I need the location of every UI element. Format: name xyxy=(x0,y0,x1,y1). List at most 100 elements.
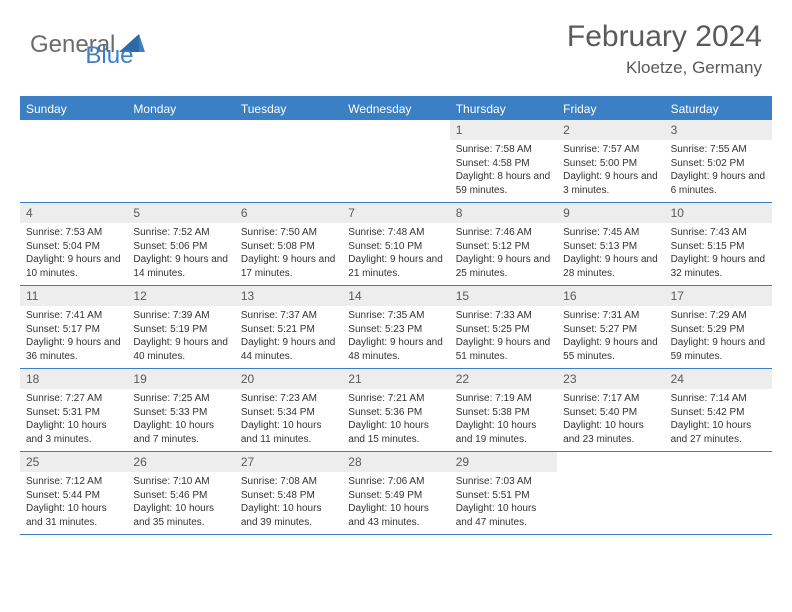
day-content: Sunrise: 7:53 AMSunset: 5:04 PMDaylight:… xyxy=(20,223,127,284)
day-number: 7 xyxy=(342,203,449,223)
empty-day xyxy=(20,120,127,140)
daylight-line: Daylight: 10 hours and 11 minutes. xyxy=(241,419,336,446)
day-number: 13 xyxy=(235,286,342,306)
sunset-line: Sunset: 5:49 PM xyxy=(348,489,443,503)
weekday-header: Monday xyxy=(127,98,234,120)
day-content: Sunrise: 7:31 AMSunset: 5:27 PMDaylight:… xyxy=(557,306,664,367)
day-cell: 9Sunrise: 7:45 AMSunset: 5:13 PMDaylight… xyxy=(557,203,664,285)
daylight-line: Daylight: 9 hours and 44 minutes. xyxy=(241,336,336,363)
day-cell xyxy=(235,120,342,202)
daylight-line: Daylight: 10 hours and 27 minutes. xyxy=(671,419,766,446)
day-number: 28 xyxy=(342,452,449,472)
sunrise-line: Sunrise: 7:14 AM xyxy=(671,392,766,406)
sunset-line: Sunset: 5:34 PM xyxy=(241,406,336,420)
empty-day xyxy=(342,120,449,140)
weekday-header: Tuesday xyxy=(235,98,342,120)
sunrise-line: Sunrise: 7:45 AM xyxy=(563,226,658,240)
day-number: 11 xyxy=(20,286,127,306)
sunrise-line: Sunrise: 7:29 AM xyxy=(671,309,766,323)
sunset-line: Sunset: 5:51 PM xyxy=(456,489,551,503)
day-number: 22 xyxy=(450,369,557,389)
day-content: Sunrise: 7:58 AMSunset: 4:58 PMDaylight:… xyxy=(450,140,557,201)
calendar: SundayMondayTuesdayWednesdayThursdayFrid… xyxy=(20,96,772,535)
week-row: 25Sunrise: 7:12 AMSunset: 5:44 PMDayligh… xyxy=(20,452,772,535)
sunset-line: Sunset: 5:10 PM xyxy=(348,240,443,254)
title-block: February 2024 Kloetze, Germany xyxy=(567,20,762,78)
day-number: 24 xyxy=(665,369,772,389)
daylight-line: Daylight: 9 hours and 28 minutes. xyxy=(563,253,658,280)
sunset-line: Sunset: 5:15 PM xyxy=(671,240,766,254)
sunrise-line: Sunrise: 7:21 AM xyxy=(348,392,443,406)
day-cell xyxy=(665,452,772,534)
day-content: Sunrise: 7:33 AMSunset: 5:25 PMDaylight:… xyxy=(450,306,557,367)
daylight-line: Daylight: 9 hours and 48 minutes. xyxy=(348,336,443,363)
day-content: Sunrise: 7:14 AMSunset: 5:42 PMDaylight:… xyxy=(665,389,772,450)
sunrise-line: Sunrise: 7:39 AM xyxy=(133,309,228,323)
day-number: 4 xyxy=(20,203,127,223)
day-number: 19 xyxy=(127,369,234,389)
day-content: Sunrise: 7:45 AMSunset: 5:13 PMDaylight:… xyxy=(557,223,664,284)
sunset-line: Sunset: 5:38 PM xyxy=(456,406,551,420)
day-content: Sunrise: 7:10 AMSunset: 5:46 PMDaylight:… xyxy=(127,472,234,533)
daylight-line: Daylight: 10 hours and 3 minutes. xyxy=(26,419,121,446)
daylight-line: Daylight: 9 hours and 36 minutes. xyxy=(26,336,121,363)
day-content: Sunrise: 7:23 AMSunset: 5:34 PMDaylight:… xyxy=(235,389,342,450)
day-content: Sunrise: 7:48 AMSunset: 5:10 PMDaylight:… xyxy=(342,223,449,284)
sunrise-line: Sunrise: 7:03 AM xyxy=(456,475,551,489)
day-number: 3 xyxy=(665,120,772,140)
sunset-line: Sunset: 5:02 PM xyxy=(671,157,766,171)
day-cell: 6Sunrise: 7:50 AMSunset: 5:08 PMDaylight… xyxy=(235,203,342,285)
daylight-line: Daylight: 10 hours and 31 minutes. xyxy=(26,502,121,529)
weekday-header: Saturday xyxy=(665,98,772,120)
day-content: Sunrise: 7:50 AMSunset: 5:08 PMDaylight:… xyxy=(235,223,342,284)
day-number: 5 xyxy=(127,203,234,223)
day-cell: 23Sunrise: 7:17 AMSunset: 5:40 PMDayligh… xyxy=(557,369,664,451)
sunset-line: Sunset: 5:13 PM xyxy=(563,240,658,254)
day-content: Sunrise: 7:03 AMSunset: 5:51 PMDaylight:… xyxy=(450,472,557,533)
week-row: 4Sunrise: 7:53 AMSunset: 5:04 PMDaylight… xyxy=(20,203,772,286)
day-cell: 16Sunrise: 7:31 AMSunset: 5:27 PMDayligh… xyxy=(557,286,664,368)
header: General Blue February 2024 Kloetze, Germ… xyxy=(0,0,792,88)
sunrise-line: Sunrise: 7:06 AM xyxy=(348,475,443,489)
daylight-line: Daylight: 9 hours and 17 minutes. xyxy=(241,253,336,280)
sunrise-line: Sunrise: 7:52 AM xyxy=(133,226,228,240)
day-cell: 22Sunrise: 7:19 AMSunset: 5:38 PMDayligh… xyxy=(450,369,557,451)
sunset-line: Sunset: 5:48 PM xyxy=(241,489,336,503)
sunrise-line: Sunrise: 7:53 AM xyxy=(26,226,121,240)
day-number: 21 xyxy=(342,369,449,389)
day-content: Sunrise: 7:46 AMSunset: 5:12 PMDaylight:… xyxy=(450,223,557,284)
sunrise-line: Sunrise: 7:25 AM xyxy=(133,392,228,406)
weekday-header-row: SundayMondayTuesdayWednesdayThursdayFrid… xyxy=(20,98,772,120)
location: Kloetze, Germany xyxy=(567,58,762,78)
day-number: 27 xyxy=(235,452,342,472)
weekday-header: Wednesday xyxy=(342,98,449,120)
sunset-line: Sunset: 4:58 PM xyxy=(456,157,551,171)
sunset-line: Sunset: 5:19 PM xyxy=(133,323,228,337)
day-cell xyxy=(20,120,127,202)
day-cell: 3Sunrise: 7:55 AMSunset: 5:02 PMDaylight… xyxy=(665,120,772,202)
sunrise-line: Sunrise: 7:33 AM xyxy=(456,309,551,323)
day-cell: 21Sunrise: 7:21 AMSunset: 5:36 PMDayligh… xyxy=(342,369,449,451)
day-number: 6 xyxy=(235,203,342,223)
weekday-header: Sunday xyxy=(20,98,127,120)
day-cell: 17Sunrise: 7:29 AMSunset: 5:29 PMDayligh… xyxy=(665,286,772,368)
day-cell: 18Sunrise: 7:27 AMSunset: 5:31 PMDayligh… xyxy=(20,369,127,451)
daylight-line: Daylight: 9 hours and 6 minutes. xyxy=(671,170,766,197)
day-cell xyxy=(127,120,234,202)
daylight-line: Daylight: 10 hours and 15 minutes. xyxy=(348,419,443,446)
daylight-line: Daylight: 9 hours and 32 minutes. xyxy=(671,253,766,280)
daylight-line: Daylight: 10 hours and 35 minutes. xyxy=(133,502,228,529)
daylight-line: Daylight: 9 hours and 51 minutes. xyxy=(456,336,551,363)
day-cell: 7Sunrise: 7:48 AMSunset: 5:10 PMDaylight… xyxy=(342,203,449,285)
empty-day xyxy=(127,120,234,140)
daylight-line: Daylight: 9 hours and 55 minutes. xyxy=(563,336,658,363)
day-cell: 2Sunrise: 7:57 AMSunset: 5:00 PMDaylight… xyxy=(557,120,664,202)
daylight-line: Daylight: 9 hours and 59 minutes. xyxy=(671,336,766,363)
sunrise-line: Sunrise: 7:27 AM xyxy=(26,392,121,406)
daylight-line: Daylight: 8 hours and 59 minutes. xyxy=(456,170,551,197)
day-number: 8 xyxy=(450,203,557,223)
weekday-header: Thursday xyxy=(450,98,557,120)
sunset-line: Sunset: 5:42 PM xyxy=(671,406,766,420)
day-number: 10 xyxy=(665,203,772,223)
sunset-line: Sunset: 5:31 PM xyxy=(26,406,121,420)
